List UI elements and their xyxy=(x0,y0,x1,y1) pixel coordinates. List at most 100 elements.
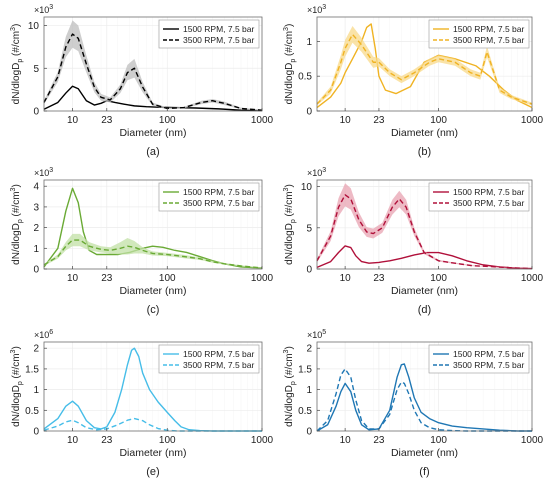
panel-caption: (f) xyxy=(419,466,429,478)
legend-entry-1: 3500 RPM, 7.5 bar xyxy=(183,198,255,208)
y-exponent-power: 5 xyxy=(322,329,326,336)
legend-entry-0: 1500 RPM, 7.5 bar xyxy=(453,349,525,359)
y-label-units: (#/cm xyxy=(11,353,22,381)
y-label-main: dN/dlogD xyxy=(284,385,295,427)
y-label-close: ) xyxy=(11,24,22,27)
x-tick-label: 1000 xyxy=(521,115,544,126)
y-exponent-label: ×106 xyxy=(34,329,53,340)
y-label-subscript: p xyxy=(17,59,24,63)
x-tick-label: 100 xyxy=(159,273,176,284)
x-tick-label: 100 xyxy=(430,435,447,446)
x-axis-label: Diameter (nm) xyxy=(119,127,186,139)
y-axis-label: dN/dlogDp (#/cm3) xyxy=(283,346,297,427)
legend-box xyxy=(428,344,530,374)
x-tick-label: 23 xyxy=(101,115,113,126)
legend-box xyxy=(158,182,260,212)
plot-frame xyxy=(43,179,263,270)
x-tick-label: 100 xyxy=(430,115,447,126)
y-tick-label: 1 xyxy=(33,385,39,396)
y-label-subscript: p xyxy=(290,59,297,63)
series-1-uncertainty-band xyxy=(44,233,262,269)
y-axis-label: dN/dlogDp (#/cm3) xyxy=(10,346,24,427)
y-tick-label: 4 xyxy=(33,182,39,193)
x-tick-label: 1000 xyxy=(251,115,274,126)
legend-box xyxy=(428,19,530,49)
y-tick-label: 1 xyxy=(33,244,39,255)
y-tick-label: 0 xyxy=(306,427,312,438)
y-label-units: (#/cm xyxy=(284,191,295,219)
y-exponent-label: ×103 xyxy=(307,167,326,178)
x-axis-label: Diameter (nm) xyxy=(391,127,458,139)
y-tick-label: 3 xyxy=(33,202,39,213)
legend-entry-1: 3500 RPM, 7.5 bar xyxy=(453,198,525,208)
y-label-superscript: 3 xyxy=(283,27,290,31)
y-tick-label: 2 xyxy=(33,223,39,234)
y-label-close: ) xyxy=(284,24,295,27)
plot-frame xyxy=(43,16,263,112)
legend-entry-1: 3500 RPM, 7.5 bar xyxy=(183,360,255,370)
y-tick-label: 1 xyxy=(306,37,312,48)
y-tick-label: 0 xyxy=(33,107,39,118)
y-axis-label: dN/dlogDp (#/cm3) xyxy=(283,24,297,105)
x-tick-label: 23 xyxy=(373,273,385,284)
series-1-uncertainty-band xyxy=(317,26,532,106)
legend-box xyxy=(158,344,260,374)
x-tick-label: 23 xyxy=(373,115,385,126)
plot-frame xyxy=(316,179,533,270)
x-axis-label: Diameter (nm) xyxy=(119,285,186,297)
y-exponent-power: 3 xyxy=(322,4,326,11)
series-1-uncertainty-band xyxy=(317,183,532,269)
y-label-main: dN/dlogD xyxy=(11,63,22,105)
x-tick-label: 100 xyxy=(430,273,447,284)
chart-panel-b: 10 23 100 1000 0 0.5 1 ×103 Diameter (nm) dN/dlog… xyxy=(283,4,544,158)
chart-panel-d: 10 23 100 1000 0 5 10 ×103 Diameter (nm) dN/dlogD… xyxy=(283,167,544,316)
y-tick-label: 0 xyxy=(33,427,39,438)
series-0-line xyxy=(43,85,263,112)
legend-entry-0: 1500 RPM, 7.5 bar xyxy=(453,187,525,197)
y-exponent-power: 3 xyxy=(322,167,326,174)
y-axis-label: dN/dlogDp (#/cm3) xyxy=(283,184,297,265)
panel-caption: (a) xyxy=(146,146,159,158)
y-label-units: (#/cm xyxy=(11,31,22,59)
x-tick-label: 10 xyxy=(67,115,79,126)
y-label-subscript: p xyxy=(290,219,297,223)
series-1-line xyxy=(316,33,533,105)
legend-box xyxy=(428,182,530,212)
series-1-line xyxy=(316,194,533,270)
y-label-subscript: p xyxy=(290,381,297,385)
y-label-main: dN/dlogD xyxy=(11,223,22,265)
x-tick-label: 10 xyxy=(67,435,79,446)
y-tick-label: 1.5 xyxy=(25,364,39,375)
y-tick-label: 2 xyxy=(306,344,312,355)
y-exponent-power: 3 xyxy=(49,4,53,11)
y-tick-label: 1.5 xyxy=(298,364,312,375)
x-tick-label: 1000 xyxy=(521,435,544,446)
panel-caption: (c) xyxy=(147,304,160,316)
y-exponent-label: ×103 xyxy=(34,4,53,15)
y-tick-label: 0 xyxy=(306,265,312,276)
x-tick-label: 1000 xyxy=(251,273,274,284)
x-tick-label: 23 xyxy=(101,273,113,284)
x-axis-label: Diameter (nm) xyxy=(391,447,458,459)
chart-panel-e: 10 23 100 1000 0 0.5 1 1.5 2 ×106 Diameter (nm) dN/… xyxy=(10,329,274,478)
series-0-line xyxy=(316,363,532,432)
panel-caption: (e) xyxy=(146,466,159,478)
y-tick-label: 0 xyxy=(306,107,312,118)
legend-entry-0: 1500 RPM, 7.5 bar xyxy=(183,349,255,359)
series-1-uncertainty-band xyxy=(44,20,262,111)
x-tick-label: 10 xyxy=(340,115,352,126)
x-axis-label: Diameter (nm) xyxy=(119,447,186,459)
y-exponent-power: 6 xyxy=(49,329,53,336)
y-label-units: (#/cm xyxy=(284,353,295,381)
plot-frame xyxy=(316,16,533,112)
series-0-line xyxy=(316,245,533,270)
y-label-superscript: 3 xyxy=(283,349,290,353)
y-exponent-label: ×103 xyxy=(307,4,326,15)
legend-entry-1: 3500 RPM, 7.5 bar xyxy=(453,35,525,45)
y-label-superscript: 3 xyxy=(10,27,17,31)
series-1-line xyxy=(43,239,263,269)
y-label-close: ) xyxy=(11,346,22,349)
y-label-main: dN/dlogD xyxy=(284,63,295,105)
x-axis-label: Diameter (nm) xyxy=(391,285,458,297)
